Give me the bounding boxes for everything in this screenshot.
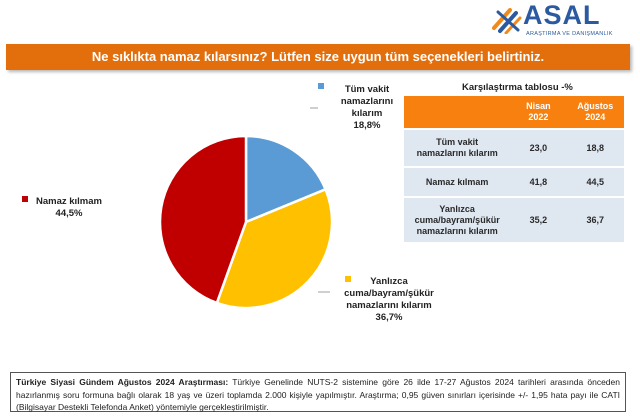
row-label: Yanlızca cuma/bayram/şükür namazlarını k…	[404, 196, 511, 242]
label-tum-vakit-line3: kılarım	[351, 108, 383, 119]
label-tum-vakit-line2: namazlarını	[340, 96, 394, 107]
header-col1-line2: 2022	[528, 112, 549, 122]
asal-logo: ASAL ARAŞTIRMA VE DANIŞMANLIK	[492, 0, 613, 40]
legend-marker-yanlizca	[345, 276, 351, 282]
row-label: Namaz kılmam	[404, 166, 511, 197]
header-col2-line2: 2024	[585, 112, 606, 122]
row-label: Tüm vakit namazlarını kılarım	[404, 128, 511, 167]
label-tum-vakit-value: 18,8%	[353, 120, 381, 131]
table-row: Namaz kılmam 41,8 44,5	[404, 166, 624, 197]
row-value-nisan: 41,8	[510, 166, 567, 197]
row-label-line: cuma/bayram/şükür	[414, 214, 500, 225]
table-row: Yanlızca cuma/bayram/şükür namazlarını k…	[404, 196, 624, 242]
pie-slice-yanlizca	[215, 187, 334, 310]
table-row: Tüm vakit namazlarını kılarım 23,0 18,8	[404, 128, 624, 167]
row-value-agustos: 36,7	[566, 196, 624, 242]
pie-chart	[156, 132, 336, 312]
methodology-footer: Türkiye Siyasi Gündem Ağustos 2024 Araşt…	[10, 372, 626, 412]
footer-title: Türkiye Siyasi Gündem Ağustos 2024 Araşt…	[16, 377, 229, 387]
label-tum-vakit: Tüm vakit namazlarını kılarım 18,8%	[326, 84, 408, 132]
label-yanlizca-line2: cuma/bayram/şükür	[344, 288, 434, 299]
label-namaz-kilmam-line1: Namaz kılmam	[35, 196, 102, 207]
label-yanlizca-value: 36,7%	[375, 312, 403, 323]
row-value-agustos: 44,5	[566, 166, 624, 197]
pie-slice-namaz-kilmam	[158, 134, 248, 305]
header-nisan-2022: Nisan 2022	[510, 96, 567, 129]
header-blank	[404, 96, 511, 129]
label-yanlizca: Yanlızca cuma/bayram/şükür namazlarını k…	[330, 276, 448, 324]
question-banner: Ne sıklıkta namaz kılarsınız? Lütfen siz…	[6, 44, 630, 70]
label-tum-vakit-line1: Tüm vakit	[344, 84, 390, 95]
legend-marker-namaz-kilmam	[22, 196, 28, 202]
logo-mark-icon	[492, 8, 522, 34]
label-namaz-kilmam: Namaz kılmam 44,5%	[28, 196, 110, 220]
footer-text: Türkiye Genelinde NUTS-2 sistemine göre …	[16, 377, 620, 412]
comparison-title: Karşılaştırma tablosu -%	[462, 82, 573, 93]
row-value-nisan: 23,0	[510, 128, 567, 167]
legend-marker-tum-vakit	[318, 83, 324, 89]
row-value-nisan: 35,2	[510, 196, 567, 242]
label-namaz-kilmam-value: 44,5%	[55, 208, 83, 219]
row-value-agustos: 18,8	[566, 128, 624, 167]
comparison-table: Nisan 2022 Ağustos 2024 Tüm vakit namazl…	[404, 96, 624, 242]
row-label-line: Namaz kılmam	[425, 176, 489, 187]
row-label-line: Tüm vakit	[436, 137, 479, 147]
label-yanlizca-line3: namazlarını kılarım	[346, 300, 432, 311]
pie-slice-tum-vakit	[244, 134, 328, 224]
header-col2-line1: Ağustos	[577, 101, 614, 111]
header-agustos-2024: Ağustos 2024	[566, 96, 624, 129]
logo-subtitle: ARAŞTIRMA VE DANIŞMANLIK	[526, 31, 613, 37]
row-label-line: namazlarını kılarım	[416, 225, 498, 236]
comparison-header-row: Nisan 2022 Ağustos 2024	[404, 96, 624, 129]
label-yanlizca-line1: Yanlızca	[370, 276, 408, 287]
pie-svg	[158, 134, 334, 310]
header-col1-line1: Nisan	[526, 101, 551, 111]
logo-name: ASAL	[523, 0, 601, 30]
row-label-line: Yanlızca	[439, 203, 475, 214]
row-label-line: namazlarını kılarım	[416, 148, 498, 158]
